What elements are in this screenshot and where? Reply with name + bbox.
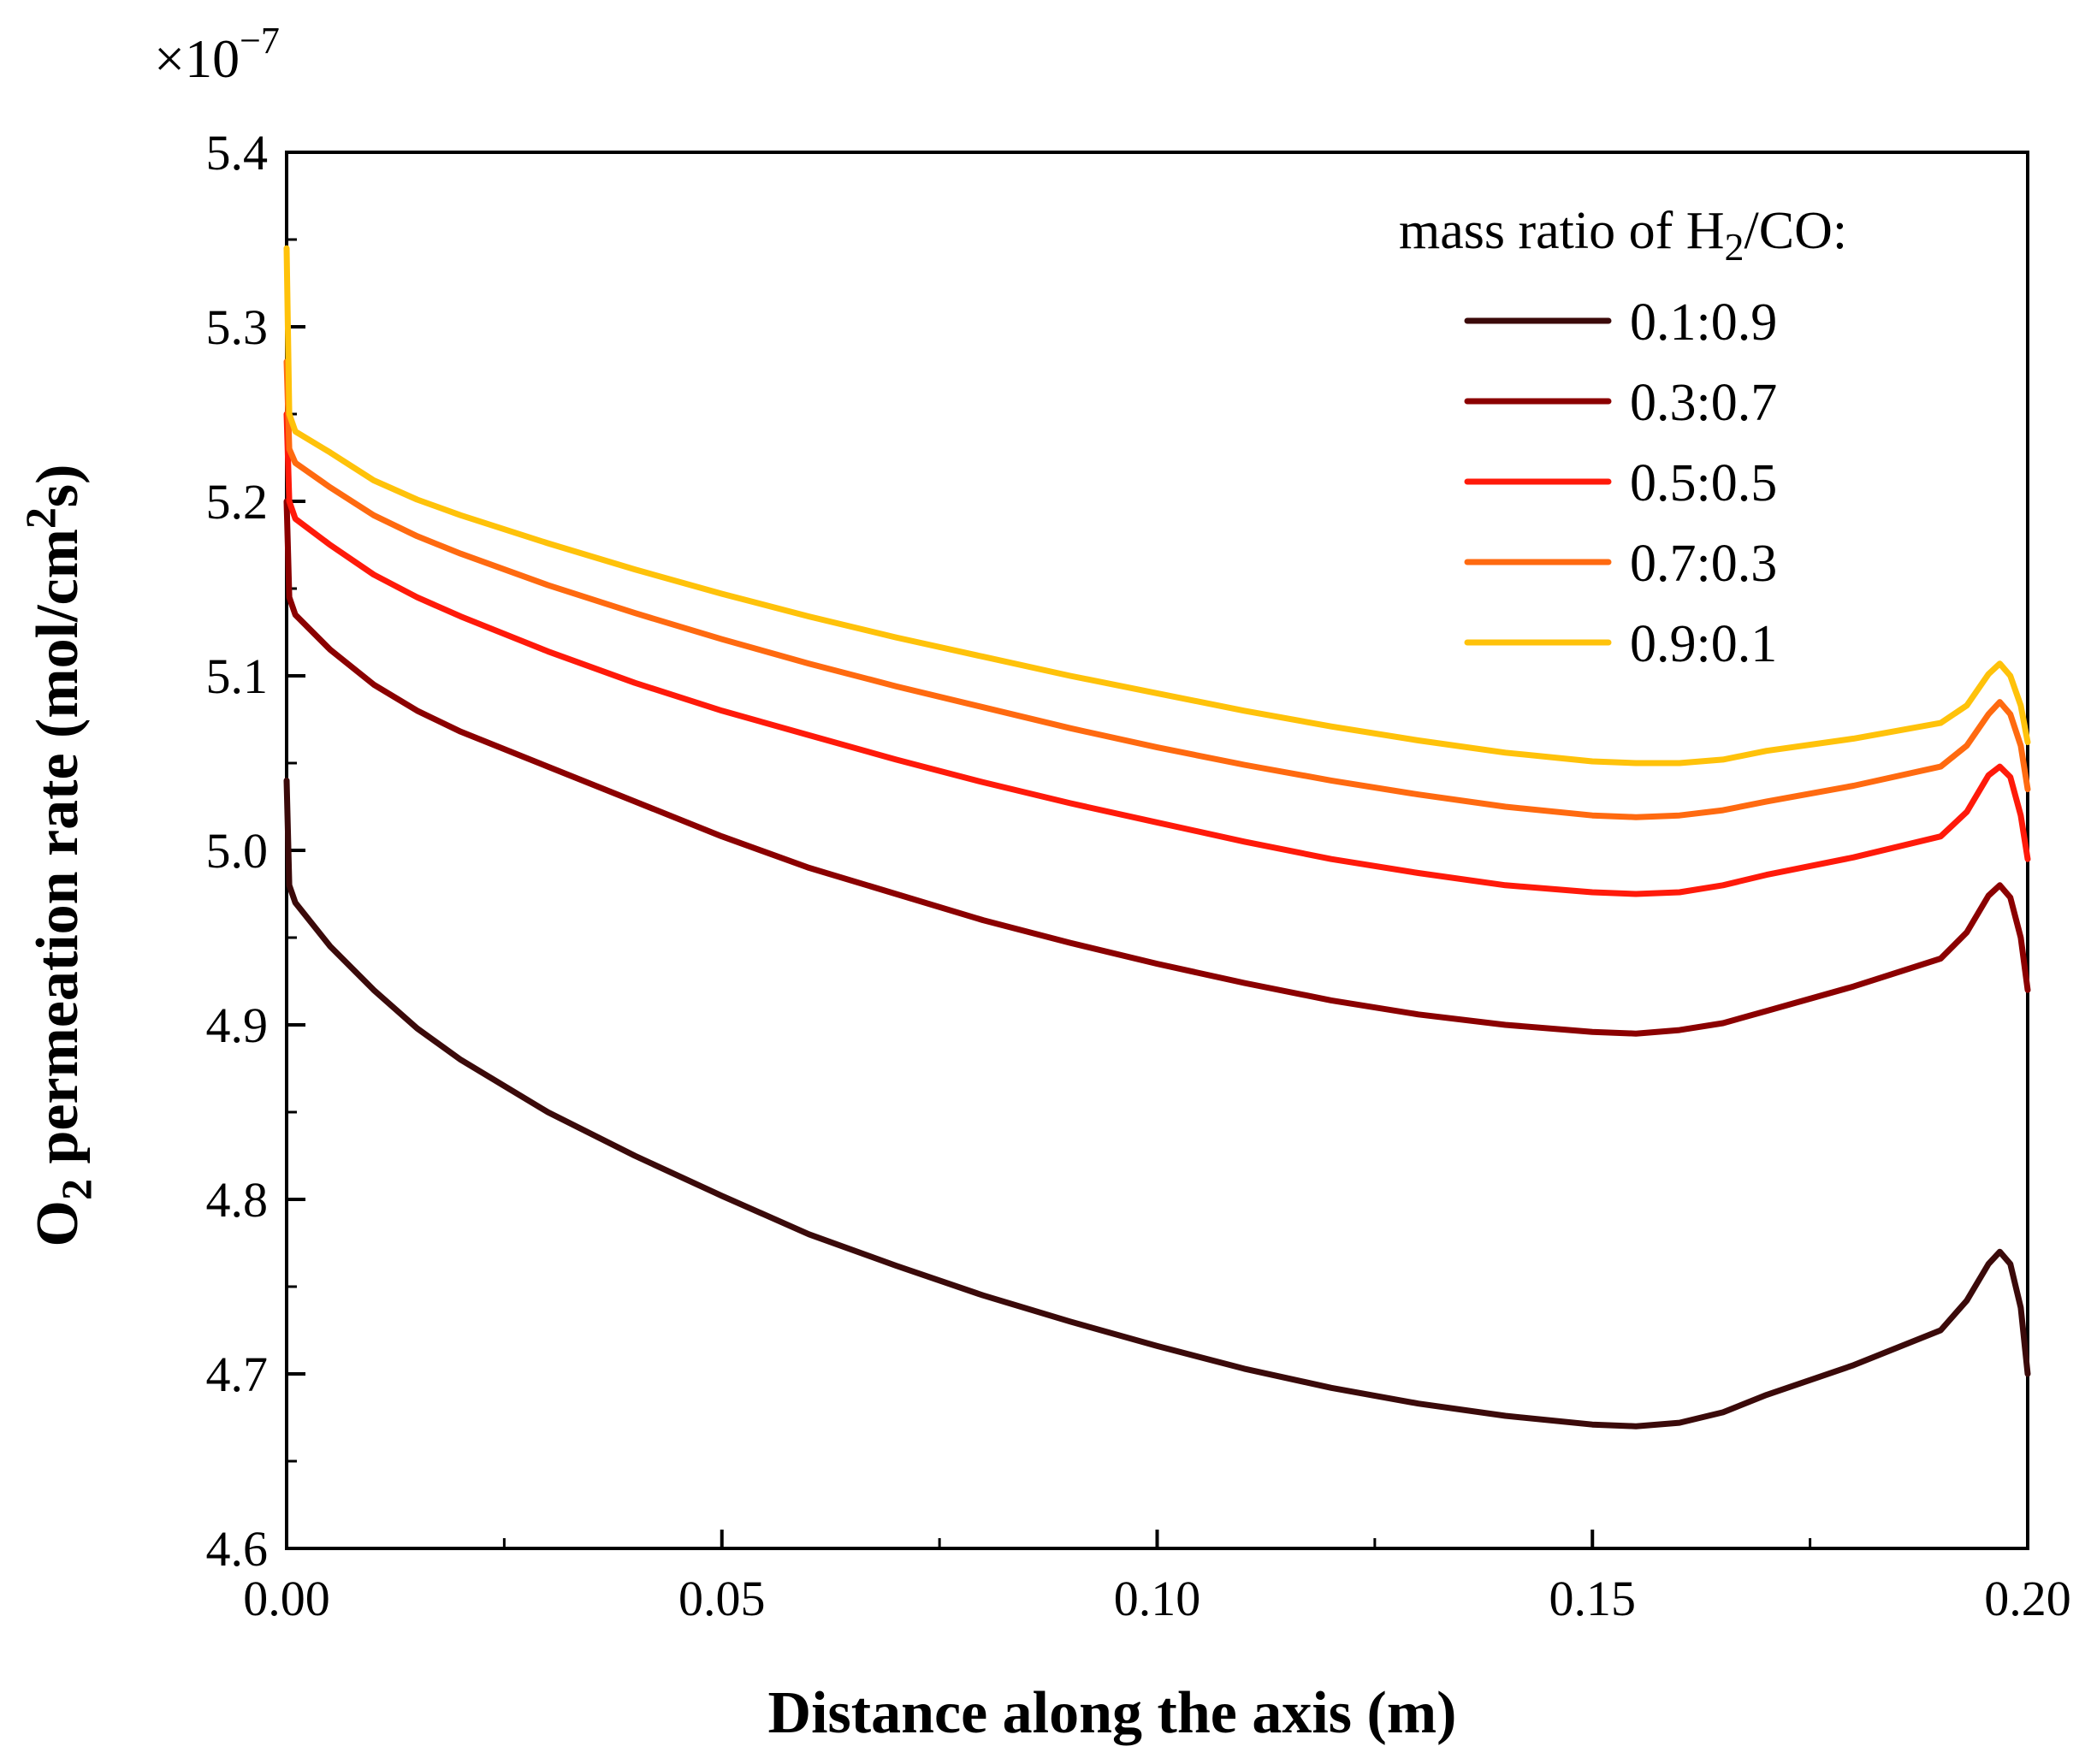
y-axis-title: O2 permeation rate (mol/cm2s)	[16, 464, 100, 1246]
legend-label: 0.7:0.3	[1630, 535, 1777, 593]
y-tick-label: 5.1	[206, 648, 269, 704]
legend-label: 0.1:0.9	[1630, 293, 1777, 352]
legend-label: 0.9:0.1	[1630, 615, 1777, 673]
y-tick-label: 4.9	[206, 997, 269, 1053]
x-axis-ticks: 0.00 0.05 0.10 0.15 0.20	[243, 1530, 2071, 1626]
x-tick-label: 0.20	[1984, 1571, 2071, 1626]
y-tick-label: 5.2	[206, 474, 269, 530]
y-tick-label: 4.7	[206, 1347, 269, 1402]
legend-label: 0.3:0.7	[1630, 374, 1777, 432]
y-tick-label: 5.0	[206, 823, 269, 879]
series-line-0-1-0-9	[283, 777, 2031, 1430]
series-line-0-5-0-5	[283, 411, 2031, 897]
legend-title: mass ratio of H2/CO:	[1399, 202, 1847, 269]
y-multiplier: ×10−7	[154, 20, 280, 89]
legend: mass ratio of H2/CO: 0.1:0.9 0.3:0.7 0.5:0…	[1399, 202, 1847, 673]
y-axis-ticks: 4.6 4.7 4.8 4.9 5.0 5.1 5.2 5.3 5.4	[206, 125, 305, 1577]
series-lines	[283, 245, 2031, 1430]
x-tick-label: 0.10	[1114, 1571, 1201, 1626]
x-tick-label: 0.05	[678, 1571, 766, 1626]
plot-frame	[285, 151, 2029, 1550]
y-tick-label: 5.3	[206, 299, 269, 355]
axes	[285, 151, 2029, 1550]
x-tick-label: 0.15	[1549, 1571, 1637, 1626]
y-tick-label: 4.6	[206, 1521, 269, 1577]
legend-label: 0.5:0.5	[1630, 454, 1777, 512]
series-line-0-3-0-7	[283, 498, 2031, 1037]
y-tick-label: 4.8	[206, 1172, 269, 1228]
x-axis-title: Distance along the axis (m)	[768, 1680, 1457, 1746]
series-line-0-9-0-1	[283, 245, 2031, 767]
y-tick-label: 5.4	[206, 125, 269, 181]
series-line-0-7-0-3	[283, 358, 2031, 820]
x-tick-label: 0.00	[243, 1571, 330, 1626]
